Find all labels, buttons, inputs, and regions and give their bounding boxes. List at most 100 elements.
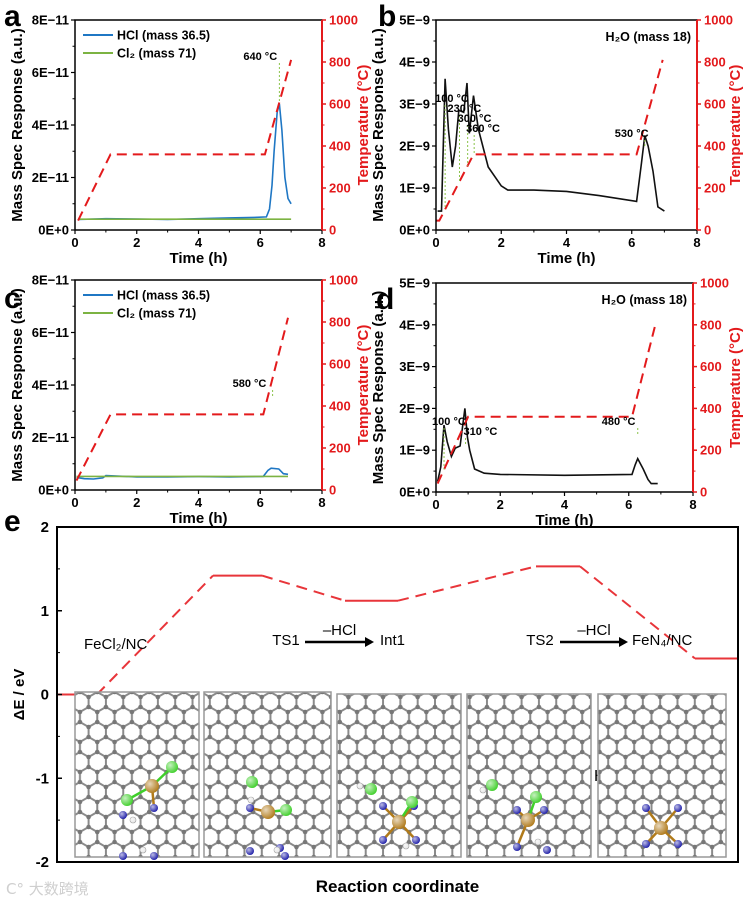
y-tick-label: 1E−9 [399,443,430,458]
y-tick-label: 5E−9 [399,13,430,28]
atom-highlight [513,843,521,851]
atom-highlight [166,761,178,773]
y2-tick-label: 600 [329,97,351,112]
atom-highlight [480,787,486,793]
graphene-lattice [74,691,200,858]
state-label: TS2 [526,632,554,649]
atom-highlight [248,797,254,803]
y2-axis-label: Temperature (°C) [355,325,372,446]
atom-highlight [246,847,254,855]
y2-tick-label: 800 [329,55,351,70]
y2-tick-label: 600 [700,359,722,374]
x-tick-label: 8 [689,497,696,512]
atom-highlight [674,804,682,812]
step-label: –HCl [577,622,610,639]
energy-connector [96,574,214,696]
y-tick-label: 2E−9 [399,139,430,154]
graphene-lattice [466,693,592,858]
atom-highlight [403,843,409,849]
series-line-temp [436,321,658,485]
y-tick-label: 2 [41,519,49,536]
atom-highlight [654,821,668,835]
atom-highlight [406,796,418,808]
x-tick-label: 6 [628,235,635,250]
y-tick-label: 6E−11 [32,325,69,340]
y2-tick-label: 1000 [704,13,733,28]
series-line-hcl [76,467,289,480]
y2-tick-label: 600 [704,97,726,112]
x-tick-label: 0 [71,235,78,250]
y2-tick-label: 0 [704,223,711,238]
y-tick-label: 4E−9 [399,55,430,70]
x-tick-label: 2 [133,235,140,250]
panel-letter: b [378,0,396,33]
structure-image-4 [466,693,592,858]
atom-highlight [412,836,420,844]
y2-tick-label: 1000 [329,273,358,288]
legend-label: HCl (mass 36.5) [117,289,210,303]
y2-tick-label: 200 [329,441,351,456]
y2-tick-label: 200 [329,181,351,196]
annotation-label: 310 °C [464,426,498,438]
annotation-label: 360 °C [466,123,500,135]
series-line-hcl [78,103,292,221]
y-tick-label: 4E−9 [399,317,430,332]
plot-frame [74,19,323,231]
plot-frame [74,279,323,491]
y2-tick-label: 1000 [700,276,729,291]
structure-image-2 [203,691,332,860]
atom-highlight [521,813,535,827]
annotation-label: 640 °C [243,51,277,63]
y-tick-label: 0E+0 [399,485,430,500]
y2-tick-label: 800 [329,315,351,330]
x-tick-label: 8 [318,235,325,250]
y-tick-label: -2 [36,854,49,871]
atom-highlight [379,836,387,844]
energy-connector [579,565,696,660]
atom-highlight [642,840,650,848]
x-axis-label: Time (h) [537,250,595,267]
step-label: –HCl [323,622,356,639]
atom-highlight [540,806,548,814]
energy-connector [397,565,537,602]
atom-highlight [530,791,542,803]
watermark-logo: C° 大数跨境 [6,880,89,898]
x-tick-label: 2 [133,495,140,510]
y-tick-label: 2E−11 [32,170,69,185]
x-tick-label: 4 [195,235,203,250]
y-tick-label: 5E−9 [399,276,430,291]
y2-axis-label: Temperature (°C) [355,65,372,186]
atom-highlight [281,852,289,860]
y2-axis-label: Temperature (°C) [727,65,744,186]
atom-highlight [140,847,146,853]
x-tick-label: 4 [195,495,203,510]
atom-highlight [486,779,498,791]
annotation-label: 480 °C [602,416,636,428]
y-tick-label: 6E−11 [32,65,69,80]
y2-tick-label: 400 [329,139,351,154]
atom-highlight [246,776,258,788]
atom-highlight [274,847,280,853]
series-line-temp [436,59,664,222]
annotation-label: 580 °C [233,378,267,390]
panel-letter: e [4,505,21,538]
atom-highlight [150,804,158,812]
annotation-label: 100 °C [432,416,466,428]
atom-highlight [642,804,650,812]
atom-highlight [246,804,254,812]
y-tick-label: 1E−9 [399,181,430,196]
y-tick-label: 0E+0 [38,483,69,498]
y2-tick-label: 200 [704,181,726,196]
x-tick-label: 0 [432,497,439,512]
series-line-h2o [437,78,665,212]
structure-image-5 [597,693,727,858]
arrow-head-icon [365,637,374,647]
x-tick-label: 6 [257,235,264,250]
series-line-temp [77,59,293,222]
state-label: TS1 [272,632,300,649]
y-tick-label: 4E−11 [32,378,69,393]
x-tick-label: 2 [498,235,505,250]
y-tick-label: 3E−9 [399,359,430,374]
x-axis-label: Time (h) [535,512,593,529]
